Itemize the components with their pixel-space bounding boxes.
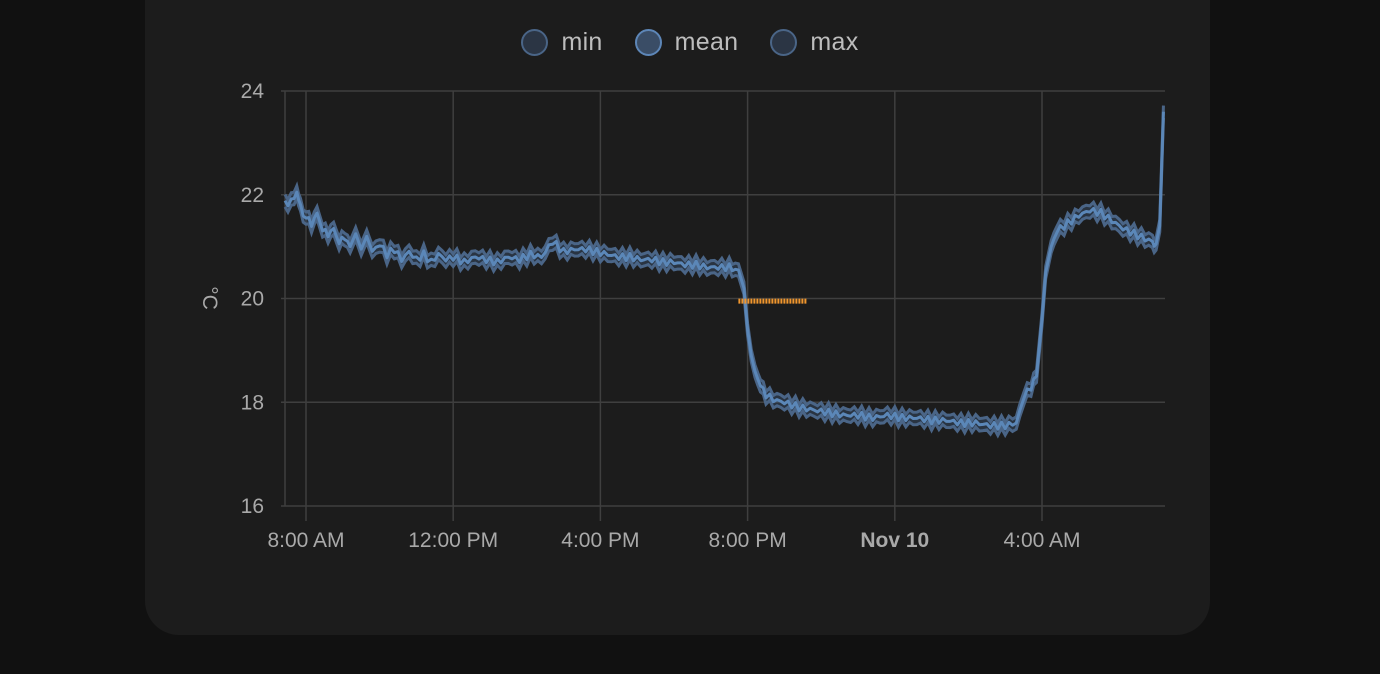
chart-legend: min mean max	[0, 28, 1380, 57]
x-tick-label: 4:00 PM	[561, 529, 639, 552]
legend-label-mean: mean	[674, 28, 739, 56]
mean-line	[283, 111, 1165, 431]
y-tick-label: 16	[241, 495, 264, 518]
legend-label-max: max	[810, 28, 859, 56]
legend-item-min[interactable]: min	[521, 28, 602, 57]
series-lines	[283, 111, 1165, 431]
x-tick-label: Nov 10	[860, 529, 929, 552]
y-tick-label: 22	[241, 184, 264, 207]
x-tick-label: 8:00 PM	[708, 529, 786, 552]
y-tick-label: 24	[241, 80, 265, 103]
x-tick-label: 4:00 AM	[1003, 529, 1080, 552]
x-tick-label: 12:00 PM	[408, 529, 498, 552]
axis-ticks: 16 18 20 22 24 8:00 AM 12:00 PM 4:00 PM 8:00 PM N…	[241, 80, 1081, 552]
legend-label-min: min	[561, 28, 603, 56]
x-tick-label: 8:00 AM	[267, 529, 344, 552]
legend-item-max[interactable]: max	[770, 28, 858, 57]
legend-swatch-min-icon	[521, 29, 549, 56]
chart-grid	[281, 90, 1165, 521]
legend-swatch-max-icon	[770, 29, 798, 56]
legend-item-mean[interactable]: mean	[634, 28, 739, 57]
legend-swatch-mean-icon	[634, 29, 662, 56]
y-tick-label: 18	[241, 391, 264, 414]
y-axis-label: °C	[198, 286, 221, 310]
max-line	[283, 105, 1165, 427]
min-line	[283, 117, 1165, 439]
y-tick-label: 20	[241, 288, 264, 311]
chart-card	[145, 0, 1210, 635]
